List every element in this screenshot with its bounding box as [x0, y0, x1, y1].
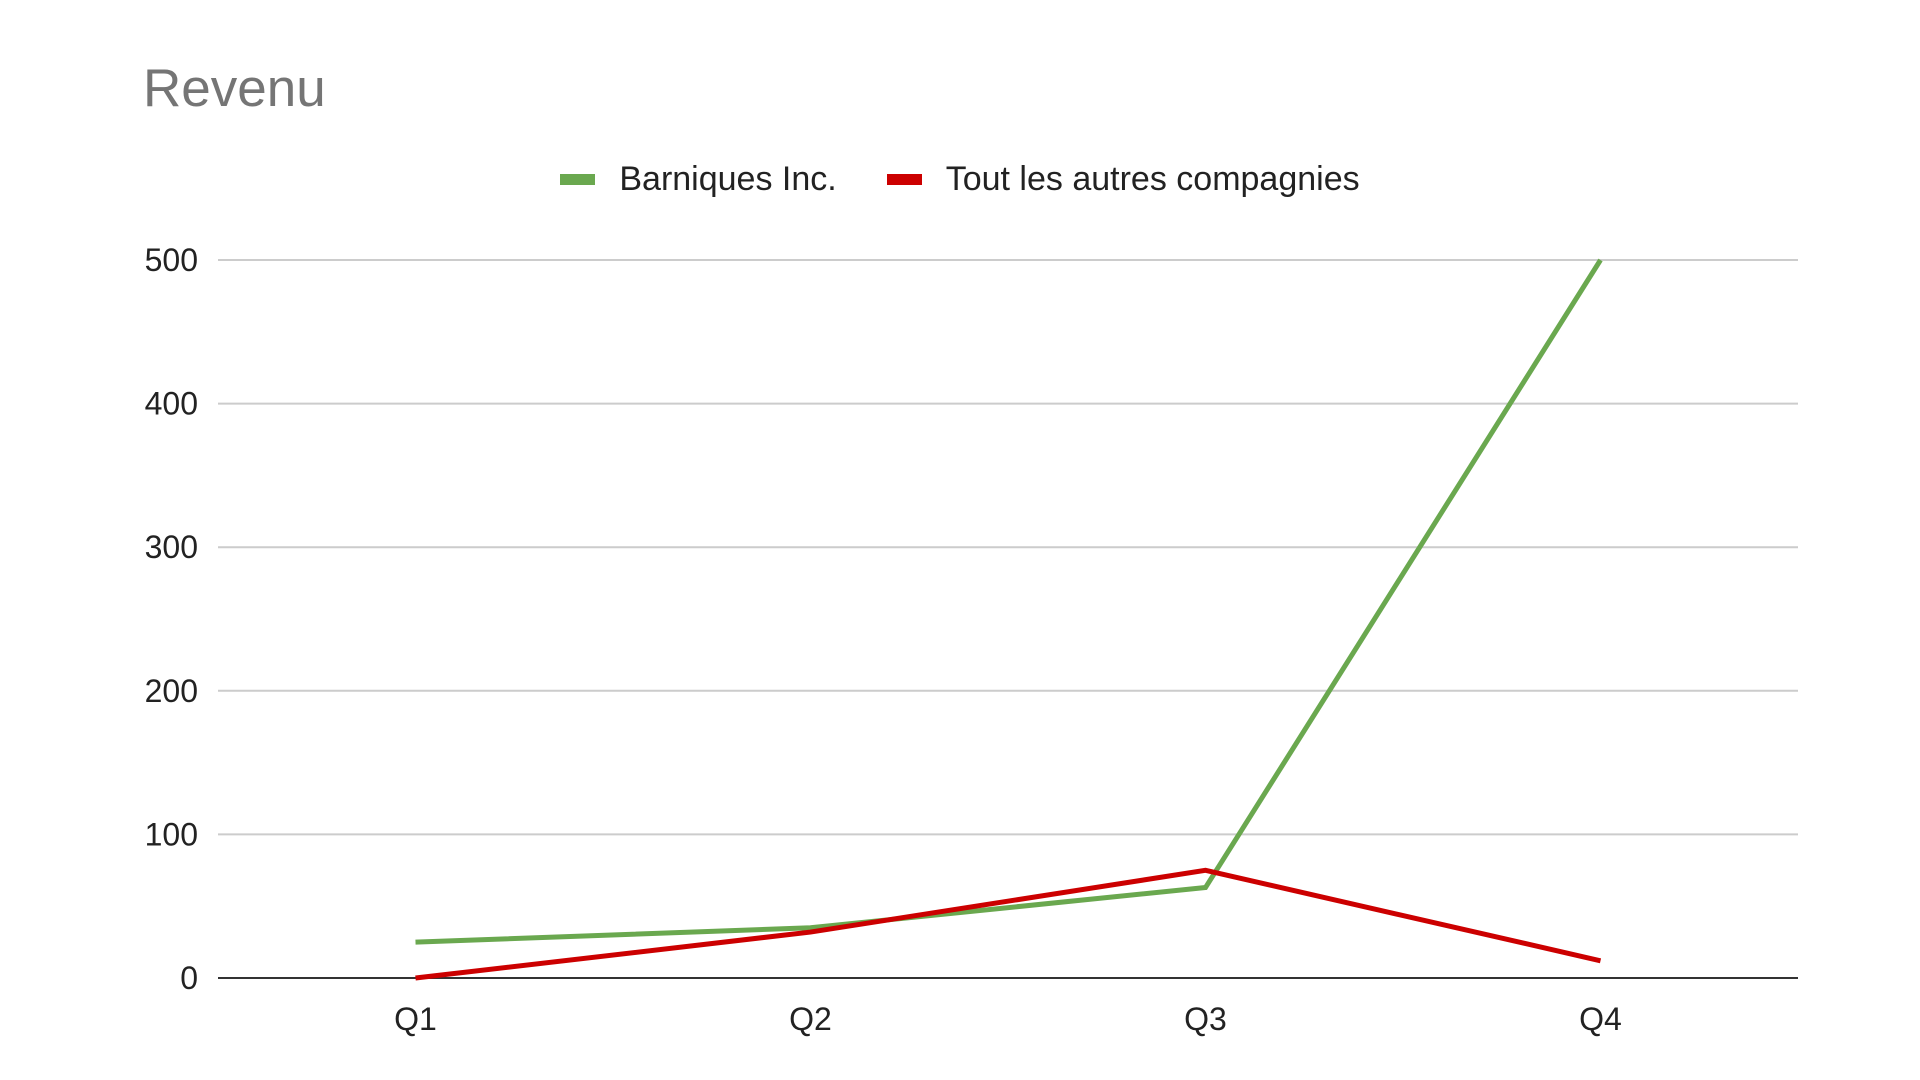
- x-tick-label: Q1: [394, 1001, 437, 1037]
- y-tick-label: 300: [145, 529, 198, 565]
- series-line-0[interactable]: [415, 258, 1603, 945]
- y-tick-label: 200: [145, 673, 198, 709]
- gridlines: [218, 259, 1798, 836]
- series-lines: [415, 258, 1603, 981]
- chart-title: Revenu: [143, 59, 326, 118]
- legend-item-barniques[interactable]: Barniques Inc.: [560, 160, 837, 199]
- legend: Barniques Inc. Tout les autres compagnie…: [0, 160, 1920, 199]
- y-tick-label: 100: [145, 816, 198, 852]
- tick-labels: 0 100 200 300 400 500 Q1 Q2 Q3 Q4: [145, 242, 1622, 1037]
- y-tick-label: 500: [145, 242, 198, 278]
- legend-label-others: Tout les autres compagnies: [945, 160, 1360, 198]
- x-tick-label: Q4: [1579, 1001, 1622, 1037]
- legend-item-others[interactable]: Tout les autres compagnies: [886, 160, 1360, 199]
- x-tick-label: Q2: [789, 1001, 832, 1037]
- series-line-1[interactable]: [415, 867, 1602, 981]
- y-tick-label: 0: [180, 960, 198, 996]
- y-tick-label: 400: [145, 386, 198, 422]
- x-tick-label: Q3: [1184, 1001, 1227, 1037]
- legend-swatch-barniques: [560, 174, 596, 185]
- legend-swatch-others: [886, 174, 922, 185]
- legend-label-barniques: Barniques Inc.: [619, 160, 837, 198]
